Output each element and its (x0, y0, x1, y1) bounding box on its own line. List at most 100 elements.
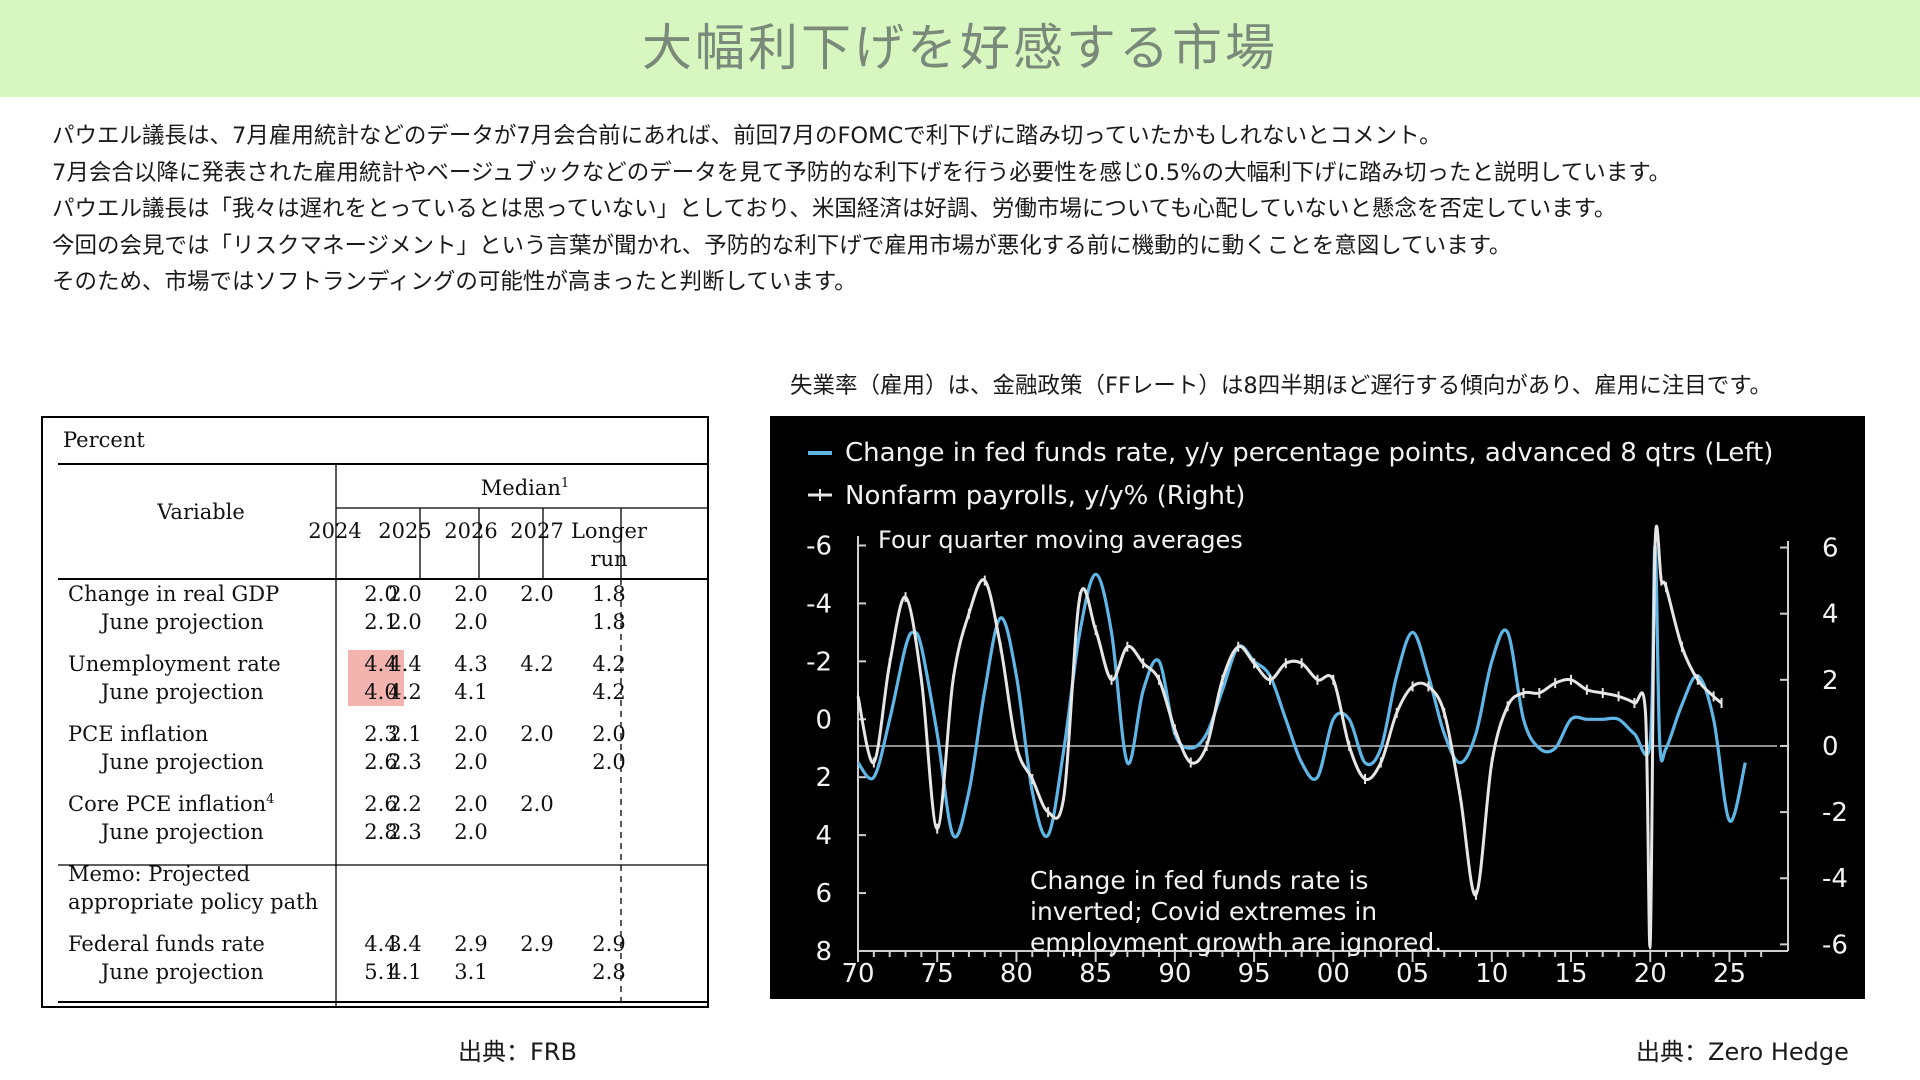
table-cell: 2.0 (520, 582, 553, 606)
right-axis-tick-label: -4 (1822, 864, 1848, 894)
table-cell: 2.8 (592, 960, 625, 984)
left-axis-tick-label: 4 (815, 821, 832, 851)
chart-annotation: Change in fed funds rate is (1030, 866, 1368, 895)
table-cell: 2.6 (364, 750, 397, 774)
left-axis-tick-label: 8 (815, 937, 832, 967)
table-row-label: PCE inflation (68, 722, 208, 746)
body-text: パウエル議長は、7月雇用統計などのデータが7月会合前にあれば、前回7月のFOMC… (52, 118, 1892, 301)
table-cell: 4.2 (592, 652, 625, 676)
table-cell: 2.0 (454, 792, 487, 816)
line-chart-svg: Change in fed funds rate, y/y percentage… (806, 438, 1848, 989)
table-cell: 2.0 (454, 750, 487, 774)
table-cell: 2.8 (364, 820, 397, 844)
table-cell: 4.2 (592, 680, 625, 704)
table-col-header: 2027 (510, 519, 563, 543)
table-cell: 2.0 (388, 610, 421, 634)
table-cell: 3.1 (454, 960, 487, 984)
table-cell: 4.1 (454, 680, 487, 704)
table-cell: 2.9 (592, 932, 625, 956)
table-highlight-cell (348, 678, 404, 706)
series-line-ffr (856, 543, 1747, 839)
source-right: 出典：Zero Hedge (1636, 1038, 1849, 1066)
body-paragraph: 7月会合以降に発表された雇用統計やベージュブックなどのデータを見て予防的な利下げ… (52, 159, 1672, 186)
table-cell: 2.0 (364, 582, 397, 606)
body-paragraph: そのため、市場ではソフトランディングの可能性が高まったと判断しています。 (52, 269, 857, 295)
table-row-label: June projection (99, 820, 264, 844)
table-cell: 1.8 (592, 582, 625, 606)
x-axis-tick-label: 95 (1238, 959, 1271, 989)
table-cell: 4.2 (520, 652, 553, 676)
page-title: 大幅利下げを好感する市場 (642, 19, 1278, 77)
table-cell: 3.4 (388, 932, 421, 956)
table-cell: 2.3 (388, 820, 421, 844)
table-cell: 2.0 (520, 792, 553, 816)
table-cell: 2.0 (454, 582, 487, 606)
legend-label-ffr: Change in fed funds rate, y/y percentage… (845, 438, 1773, 468)
x-axis-tick-label: 70 (841, 959, 874, 989)
table-cell: 4.2 (388, 680, 421, 704)
table-cell: 2.1 (388, 722, 421, 746)
table-cell: 4.0 (364, 680, 397, 704)
table-highlight-cell (348, 650, 404, 678)
right-axis-tick-label: -6 (1822, 930, 1848, 960)
body-paragraph: パウエル議長は「我々は遅れをとっているとは思っていない」としており、米国経済は好… (52, 196, 1617, 222)
table-unit-label: Percent (63, 428, 145, 452)
source-left: 出典：FRB (458, 1038, 577, 1066)
chart-annotation: employment growth are ignored. (1030, 928, 1442, 957)
table-cell: 2.0 (592, 750, 625, 774)
table-cell: 2.1 (364, 610, 397, 634)
table-cell: 2.0 (388, 582, 421, 606)
line-chart: Change in fed funds rate, y/y percentage… (770, 416, 1865, 999)
table-cell: 2.0 (520, 722, 553, 746)
table-cell: 2.3 (364, 722, 397, 746)
table-cell: 2.0 (454, 722, 487, 746)
projection-table-svg: Percent Variable Median1 2024 2025 2026 2027 Lo… (58, 428, 707, 1006)
table-row-label: Memo: Projected (68, 862, 250, 886)
table-cell: 2.0 (454, 820, 487, 844)
table-row-label: Core PCE inflation4 (68, 792, 274, 816)
table-col-header: 2025 (378, 519, 431, 543)
left-axis-tick-label: 2 (815, 763, 832, 793)
table-cell: 2.3 (388, 750, 421, 774)
x-axis-tick-label: 85 (1079, 959, 1112, 989)
table-cell: 2.9 (520, 932, 553, 956)
table-row-label: Change in real GDP (68, 582, 279, 606)
table-cell: 4.3 (454, 652, 487, 676)
table-cell: 2.2 (388, 792, 421, 816)
table-col-header: Longer (571, 519, 648, 543)
table-col-header: 2024 (308, 519, 361, 543)
table-row-label: Unemployment rate (68, 652, 281, 676)
right-axis-tick-label: 0 (1822, 732, 1839, 762)
chart-caption: 失業率（雇用）は、金融政策（FFレート）は8四半期ほど遅行する傾向があり、雇用に… (790, 373, 1773, 399)
body-paragraph: パウエル議長は、7月雇用統計などのデータが7月会合前にあれば、前回7月のFOMC… (52, 123, 1442, 149)
median-label: Median (481, 476, 561, 500)
row-label-text: Core PCE inflation (68, 792, 266, 816)
table-row-label: June projection (99, 960, 264, 984)
body-paragraph: 今回の会見では「リスクマネージメント」という言葉が聞かれ、予防的な利下げで雇用市… (52, 232, 1512, 259)
table-col-header: 2026 (444, 519, 497, 543)
chart-annotation: inverted; Covid extremes in (1030, 897, 1377, 926)
table-cell: 4.4 (364, 932, 397, 956)
table-row-label: appropriate policy path (68, 890, 318, 914)
table-cell: 4.4 (388, 652, 421, 676)
table-median-header: Median1 (481, 476, 569, 500)
left-axis-tick-label: -6 (806, 531, 832, 561)
table-cell: 4.4 (364, 652, 397, 676)
table-cell: 5.1 (364, 960, 397, 984)
left-axis-tick-label: 0 (815, 705, 832, 735)
x-axis-tick-label: 80 (1000, 959, 1033, 989)
legend-label-payrolls: Nonfarm payrolls, y/y% (Right) (845, 481, 1245, 511)
median-footnote: 1 (561, 476, 569, 491)
x-axis-tick-label: 20 (1634, 959, 1667, 989)
table-variable-header: Variable (156, 500, 245, 524)
table-col-header: run (590, 547, 627, 571)
left-axis-tick-label: -4 (806, 589, 832, 619)
table-cell: 2.6 (364, 792, 397, 816)
left-axis-tick-label: 6 (815, 879, 832, 909)
x-axis-tick-label: 75 (921, 959, 954, 989)
right-axis-tick-label: 2 (1822, 666, 1839, 696)
row-footnote: 4 (266, 792, 274, 807)
x-axis-tick-label: 90 (1158, 959, 1191, 989)
table-row-label: June projection (99, 680, 264, 704)
x-axis-tick-label: 05 (1396, 959, 1429, 989)
